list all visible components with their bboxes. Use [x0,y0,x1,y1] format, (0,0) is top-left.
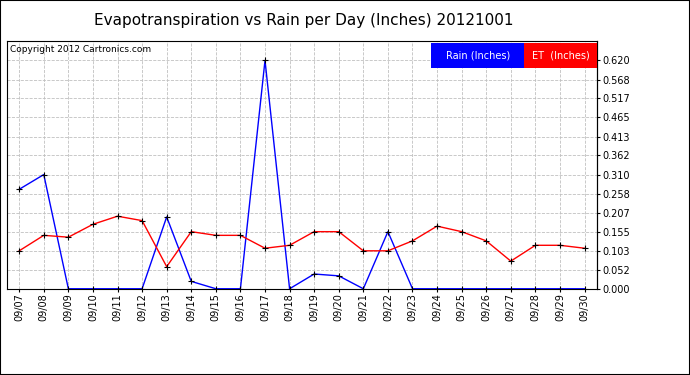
Text: ET  (Inches): ET (Inches) [532,50,589,60]
Text: Evapotranspiration vs Rain per Day (Inches) 20121001: Evapotranspiration vs Rain per Day (Inch… [94,13,513,28]
Text: Rain (Inches): Rain (Inches) [446,50,510,60]
Text: Copyright 2012 Cartronics.com: Copyright 2012 Cartronics.com [10,45,152,54]
